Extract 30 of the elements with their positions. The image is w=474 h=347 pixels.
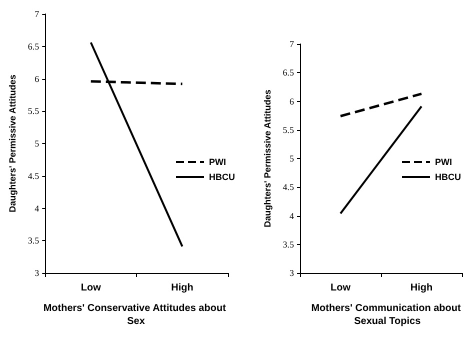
y-tick-label: 3.5 [28,236,40,246]
y-tick-label: 7 [290,39,294,49]
legend-label: PWI [435,157,452,167]
y-tick-label: 3 [290,268,294,278]
y-tick-label: 6.5 [28,41,40,52]
y-tick-label: 6 [34,74,40,84]
y-tick-label: 6.5 [282,68,294,78]
y-tick-label: 5.5 [28,106,40,116]
y-tick-label: 5.5 [282,124,294,135]
x-axis-title: Mothers' Conservative Attitudes about Sex [43,303,229,327]
y-tick-label: 6 [290,96,294,106]
x-axis-title: Mothers' Communication about Sexual Topics [311,303,462,327]
y-tick-label: 5 [34,138,40,148]
y-tick-label: 4 [290,210,294,221]
y-tick-label: 5 [290,154,294,164]
y-tick-label: 3.5 [282,239,294,250]
y-tick-label: 4 [34,203,40,214]
x-tick-label: High [410,282,433,294]
legend-label: HBCU [209,172,235,182]
x-tick-label: Low [80,282,102,294]
legend-label: PWI [209,157,226,167]
y-tick-label: 7 [34,9,40,19]
x-tick-label: High [171,282,194,294]
legend-label: HBCU [435,172,461,182]
y-tick-label: 4.5 [282,182,294,192]
y-axis-title: Daughters' Permissive Attitudes [8,74,18,212]
y-tick-label: 3 [34,268,40,278]
y-tick-label: 4.5 [28,170,40,181]
x-tick-label: Low [330,282,351,294]
y-axis-title: Daughters' Permissive Attitudes [262,90,272,228]
